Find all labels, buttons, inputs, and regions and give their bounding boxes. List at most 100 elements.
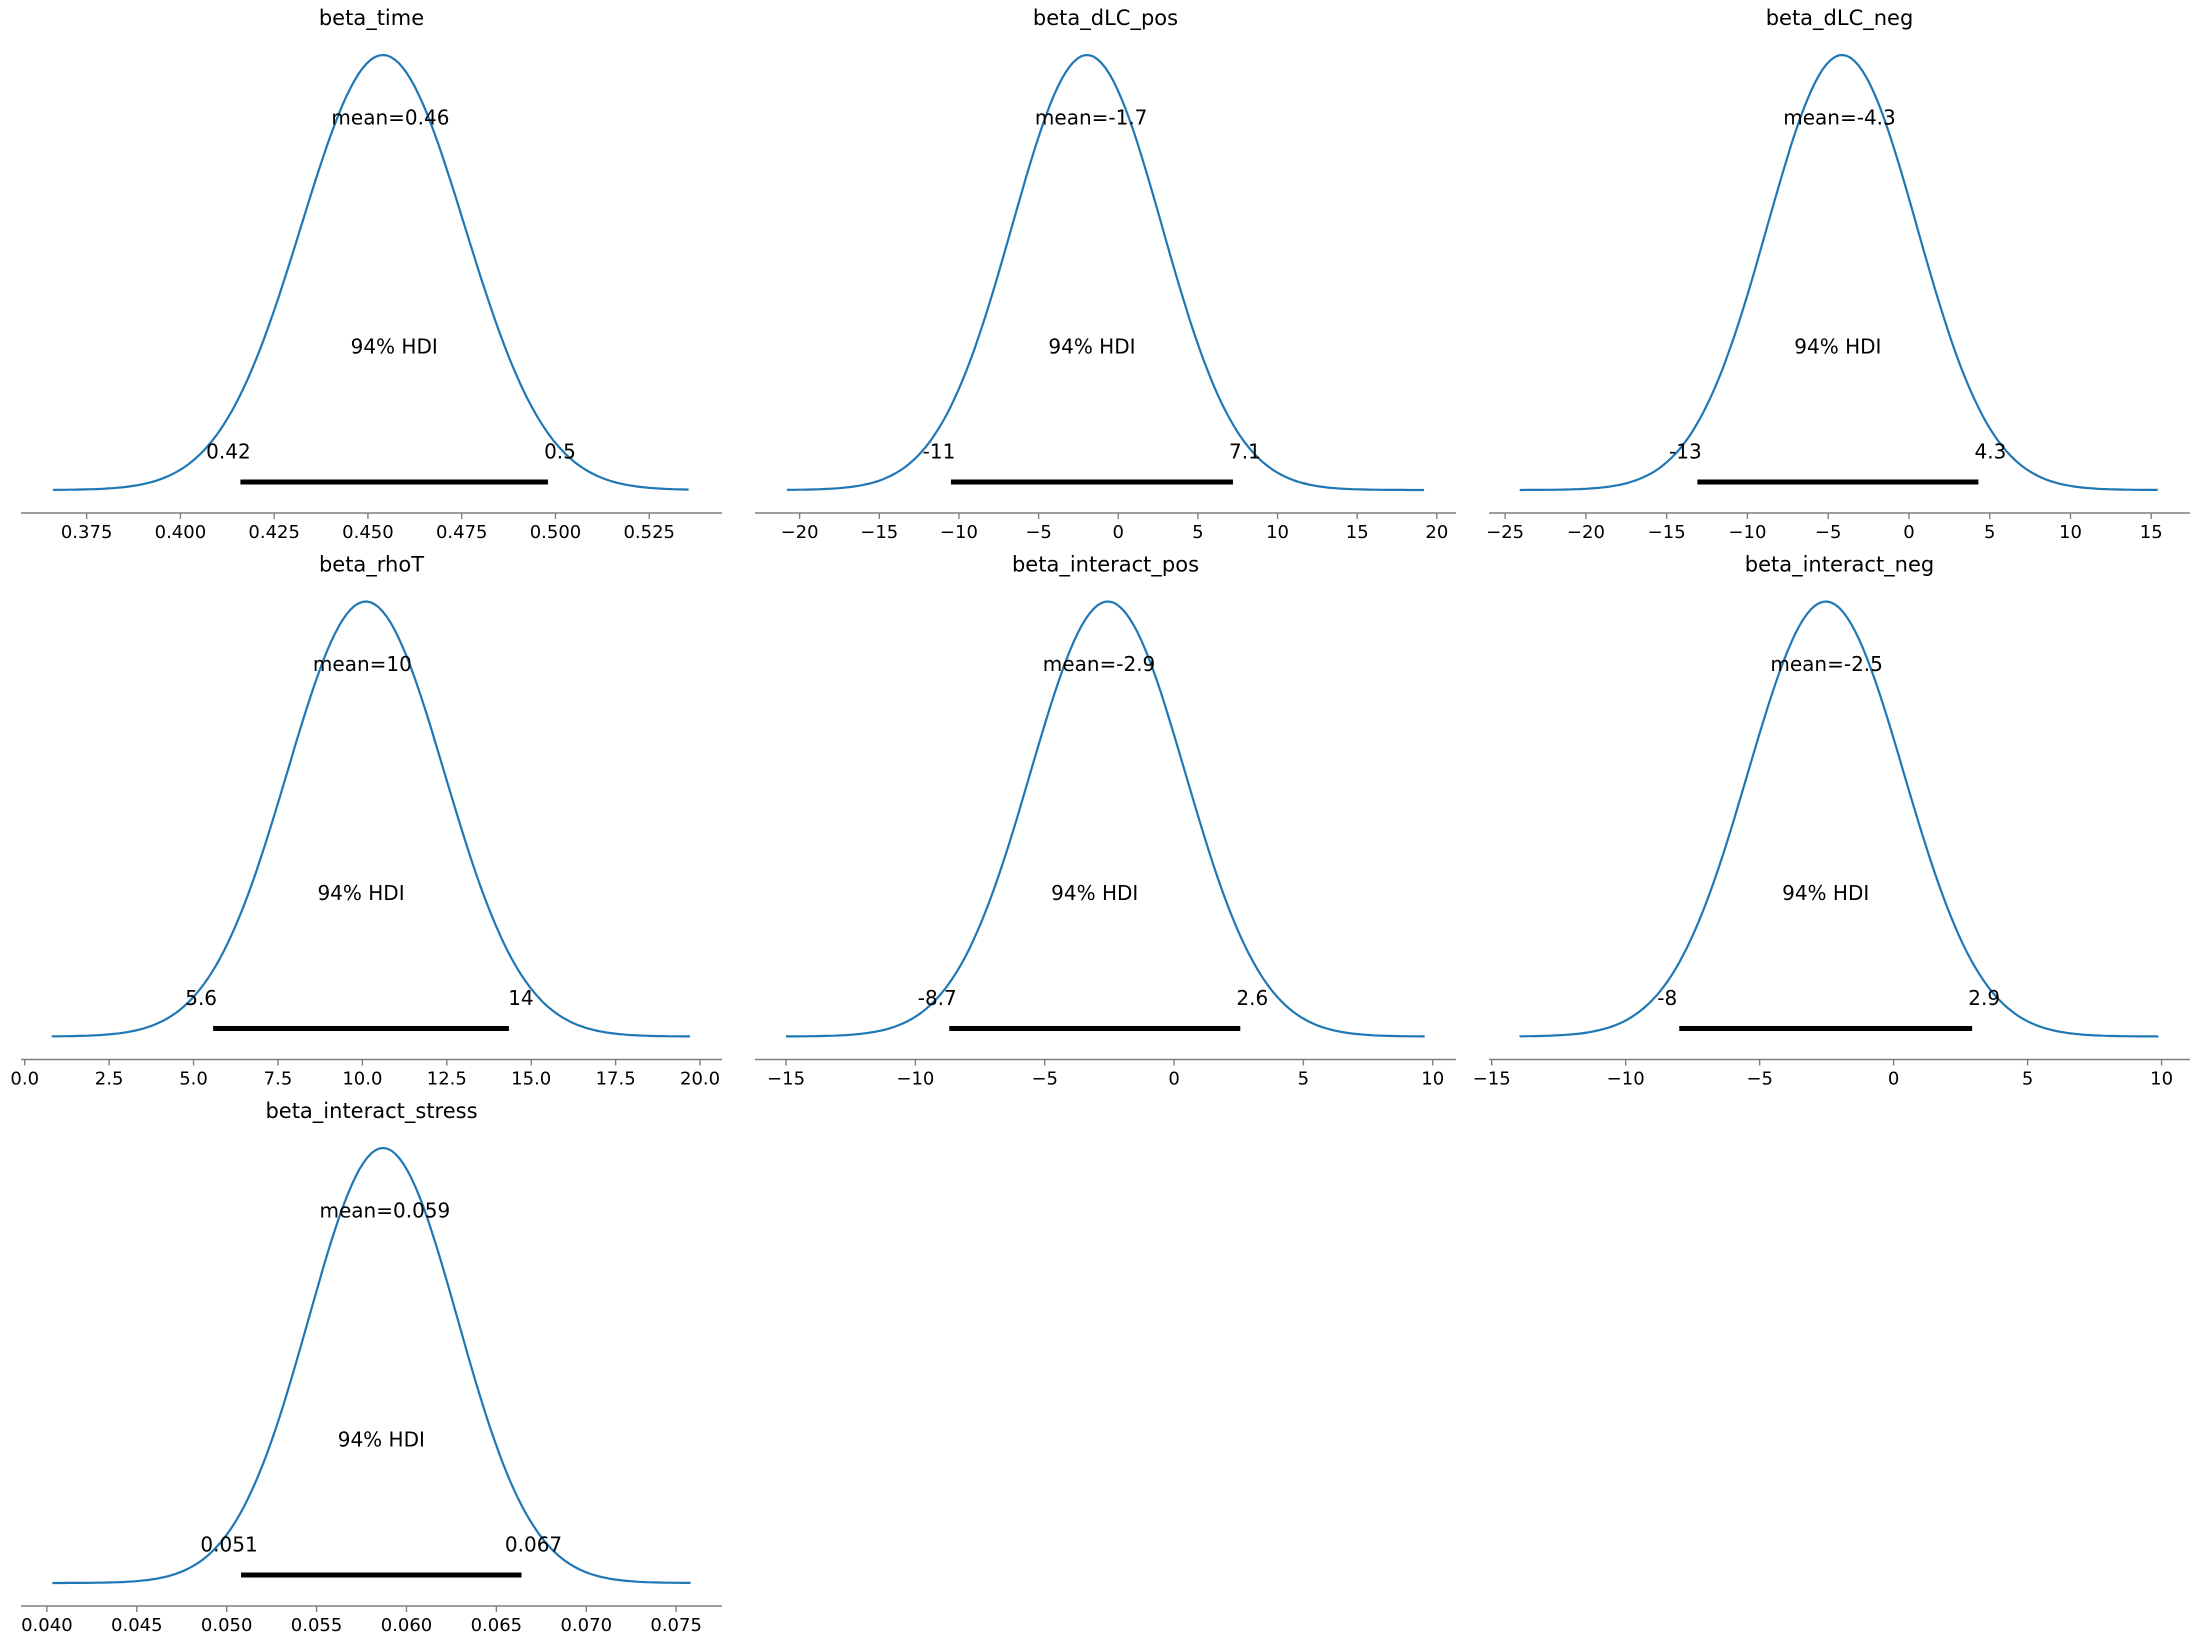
panel-beta_interact_stress: beta_interact_stress mean=0.059 94% HDI 0.0… <box>21 1099 722 1636</box>
x-tick-label: 12.5 <box>427 1069 467 1090</box>
kde-density-line <box>1519 53 2158 492</box>
x-tick-label: −10 <box>896 1069 934 1090</box>
x-tick-label: 0.375 <box>61 522 113 543</box>
panel-beta_interact_pos: beta_interact_pos mean=-2.9 94% HDI -8.7 2.6… <box>755 553 1456 1090</box>
x-tick-label: −5 <box>1025 522 1052 543</box>
kde-density-line <box>786 600 1425 1038</box>
x-tick-label: 17.5 <box>596 1069 636 1090</box>
x-tick-label: −15 <box>767 1069 805 1090</box>
hdi-label: 94% HDI <box>1782 881 1869 905</box>
x-tick-label: 0.0 <box>10 1069 39 1090</box>
x-tick-label: −10 <box>940 522 978 543</box>
x-tick-label: 0.075 <box>650 1615 702 1636</box>
panel-beta_time: beta_time mean=0.46 94% HDI 0.42 0.5 0.375 0.4… <box>21 6 722 543</box>
x-tick-label: 0 <box>1168 1069 1179 1090</box>
x-tick-label: 0.055 <box>291 1615 343 1636</box>
hdi-upper-label: 14 <box>508 986 533 1010</box>
hdi-upper-label: 7.1 <box>1229 440 1261 464</box>
x-tick-label: 0 <box>1888 1069 1899 1090</box>
hdi-upper-label: 0.067 <box>505 1533 562 1557</box>
x-tick-label: 2.5 <box>95 1069 124 1090</box>
panel-title: beta_dLC_pos <box>1033 6 1178 31</box>
x-tick-label: 10 <box>1421 1069 1444 1090</box>
x-tick-label: 0.500 <box>530 522 582 543</box>
x-tick-label: 15 <box>1346 522 1369 543</box>
x-tick-label: 0.070 <box>560 1615 612 1636</box>
hdi-lower-label: -8 <box>1657 986 1677 1010</box>
x-tick-label: −10 <box>1607 1069 1645 1090</box>
mean-label: mean=-2.9 <box>1043 652 1156 676</box>
x-tick-label: −25 <box>1486 522 1524 543</box>
hdi-upper-label: 2.9 <box>1968 986 2000 1010</box>
x-tick-label: 10 <box>2150 1069 2173 1090</box>
x-tick-label: 7.5 <box>264 1069 293 1090</box>
panel-beta_rhoT: beta_rhoT mean=10 94% HDI 5.6 14 0.0 2.5 5.0 7.5… <box>10 553 722 1090</box>
panel-title: beta_interact_neg <box>1745 553 1935 578</box>
x-tick-label: 0.065 <box>471 1615 523 1636</box>
kde-density-line <box>52 53 689 491</box>
hdi-label: 94% HDI <box>338 1428 425 1452</box>
x-tick-label: 10 <box>1266 522 1289 543</box>
x-tick-label: −5 <box>1031 1069 1058 1090</box>
mean-label: mean=-4.3 <box>1783 106 1896 130</box>
x-tick-label: −5 <box>1815 522 1842 543</box>
hdi-lower-label: -13 <box>1669 440 1702 464</box>
panel-title: beta_dLC_neg <box>1766 6 1914 31</box>
x-tick-label: −20 <box>781 522 819 543</box>
x-tick-label: 15.0 <box>511 1069 551 1090</box>
mean-label: mean=-1.7 <box>1035 106 1148 130</box>
hdi-lower-label: 5.6 <box>185 986 217 1010</box>
x-tick-label: 0.475 <box>436 522 488 543</box>
mean-label: mean=0.46 <box>331 106 449 130</box>
x-tick-label: −15 <box>1648 522 1686 543</box>
x-tick-label: 15 <box>2140 522 2163 543</box>
panel-title: beta_interact_pos <box>1012 553 1199 578</box>
kde-density-line <box>786 54 1425 492</box>
x-tick-label: −5 <box>1746 1069 1773 1090</box>
x-tick-label: 0.045 <box>111 1615 163 1636</box>
x-tick-label: 5 <box>2022 1069 2033 1090</box>
x-tick-label: 5.0 <box>179 1069 208 1090</box>
x-tick-label: −20 <box>1567 522 1605 543</box>
hdi-label: 94% HDI <box>1051 881 1138 905</box>
hdi-lower-label: 0.42 <box>206 440 251 464</box>
x-tick-label: 0.050 <box>201 1615 253 1636</box>
x-tick-label: 0.425 <box>248 522 300 543</box>
x-tick-label: 0.040 <box>21 1615 73 1636</box>
mean-label: mean=-2.5 <box>1770 652 1883 676</box>
x-tick-label: 0.525 <box>623 522 675 543</box>
hdi-lower-label: 0.051 <box>200 1533 257 1557</box>
x-tick-label: 20 <box>1425 522 1448 543</box>
x-tick-label: 5 <box>1984 522 1995 543</box>
x-tick-label: 0.450 <box>342 522 394 543</box>
hdi-upper-label: 4.3 <box>1975 440 2007 464</box>
hdi-lower-label: -8.7 <box>918 986 957 1010</box>
kde-density-line <box>1519 600 2159 1038</box>
x-tick-label: 5 <box>1192 522 1203 543</box>
hdi-upper-label: 2.6 <box>1236 986 1268 1010</box>
panel-beta_dLC_neg: beta_dLC_neg mean=-4.3 94% HDI -13 4.3 −25 −20… <box>1486 6 2190 543</box>
x-tick-label: 0.400 <box>155 522 207 543</box>
kde-density-line <box>51 600 690 1038</box>
hdi-lower-label: -11 <box>923 440 956 464</box>
x-tick-label: 0 <box>1903 522 1914 543</box>
panel-beta_interact_neg: beta_interact_neg mean=-2.5 94% HDI -8 2.9 −1… <box>1473 553 2190 1090</box>
x-tick-label: 10 <box>2059 522 2082 543</box>
x-tick-label: −15 <box>860 522 898 543</box>
hdi-label: 94% HDI <box>351 335 438 359</box>
hdi-label: 94% HDI <box>1048 335 1135 359</box>
hdi-label: 94% HDI <box>317 881 404 905</box>
hdi-upper-label: 0.5 <box>544 440 576 464</box>
kde-density-line <box>52 1146 691 1585</box>
panel-title: beta_time <box>319 6 424 31</box>
x-tick-label: 10.0 <box>342 1069 382 1090</box>
mean-label: mean=0.059 <box>320 1199 451 1223</box>
x-tick-label: −10 <box>1728 522 1766 543</box>
hdi-label: 94% HDI <box>1794 335 1881 359</box>
x-tick-label: 0.060 <box>381 1615 433 1636</box>
x-tick-label: 5 <box>1298 1069 1309 1090</box>
panel-title: beta_interact_stress <box>265 1099 477 1124</box>
x-tick-label: 20.0 <box>680 1069 720 1090</box>
x-tick-label: 0 <box>1113 522 1124 543</box>
